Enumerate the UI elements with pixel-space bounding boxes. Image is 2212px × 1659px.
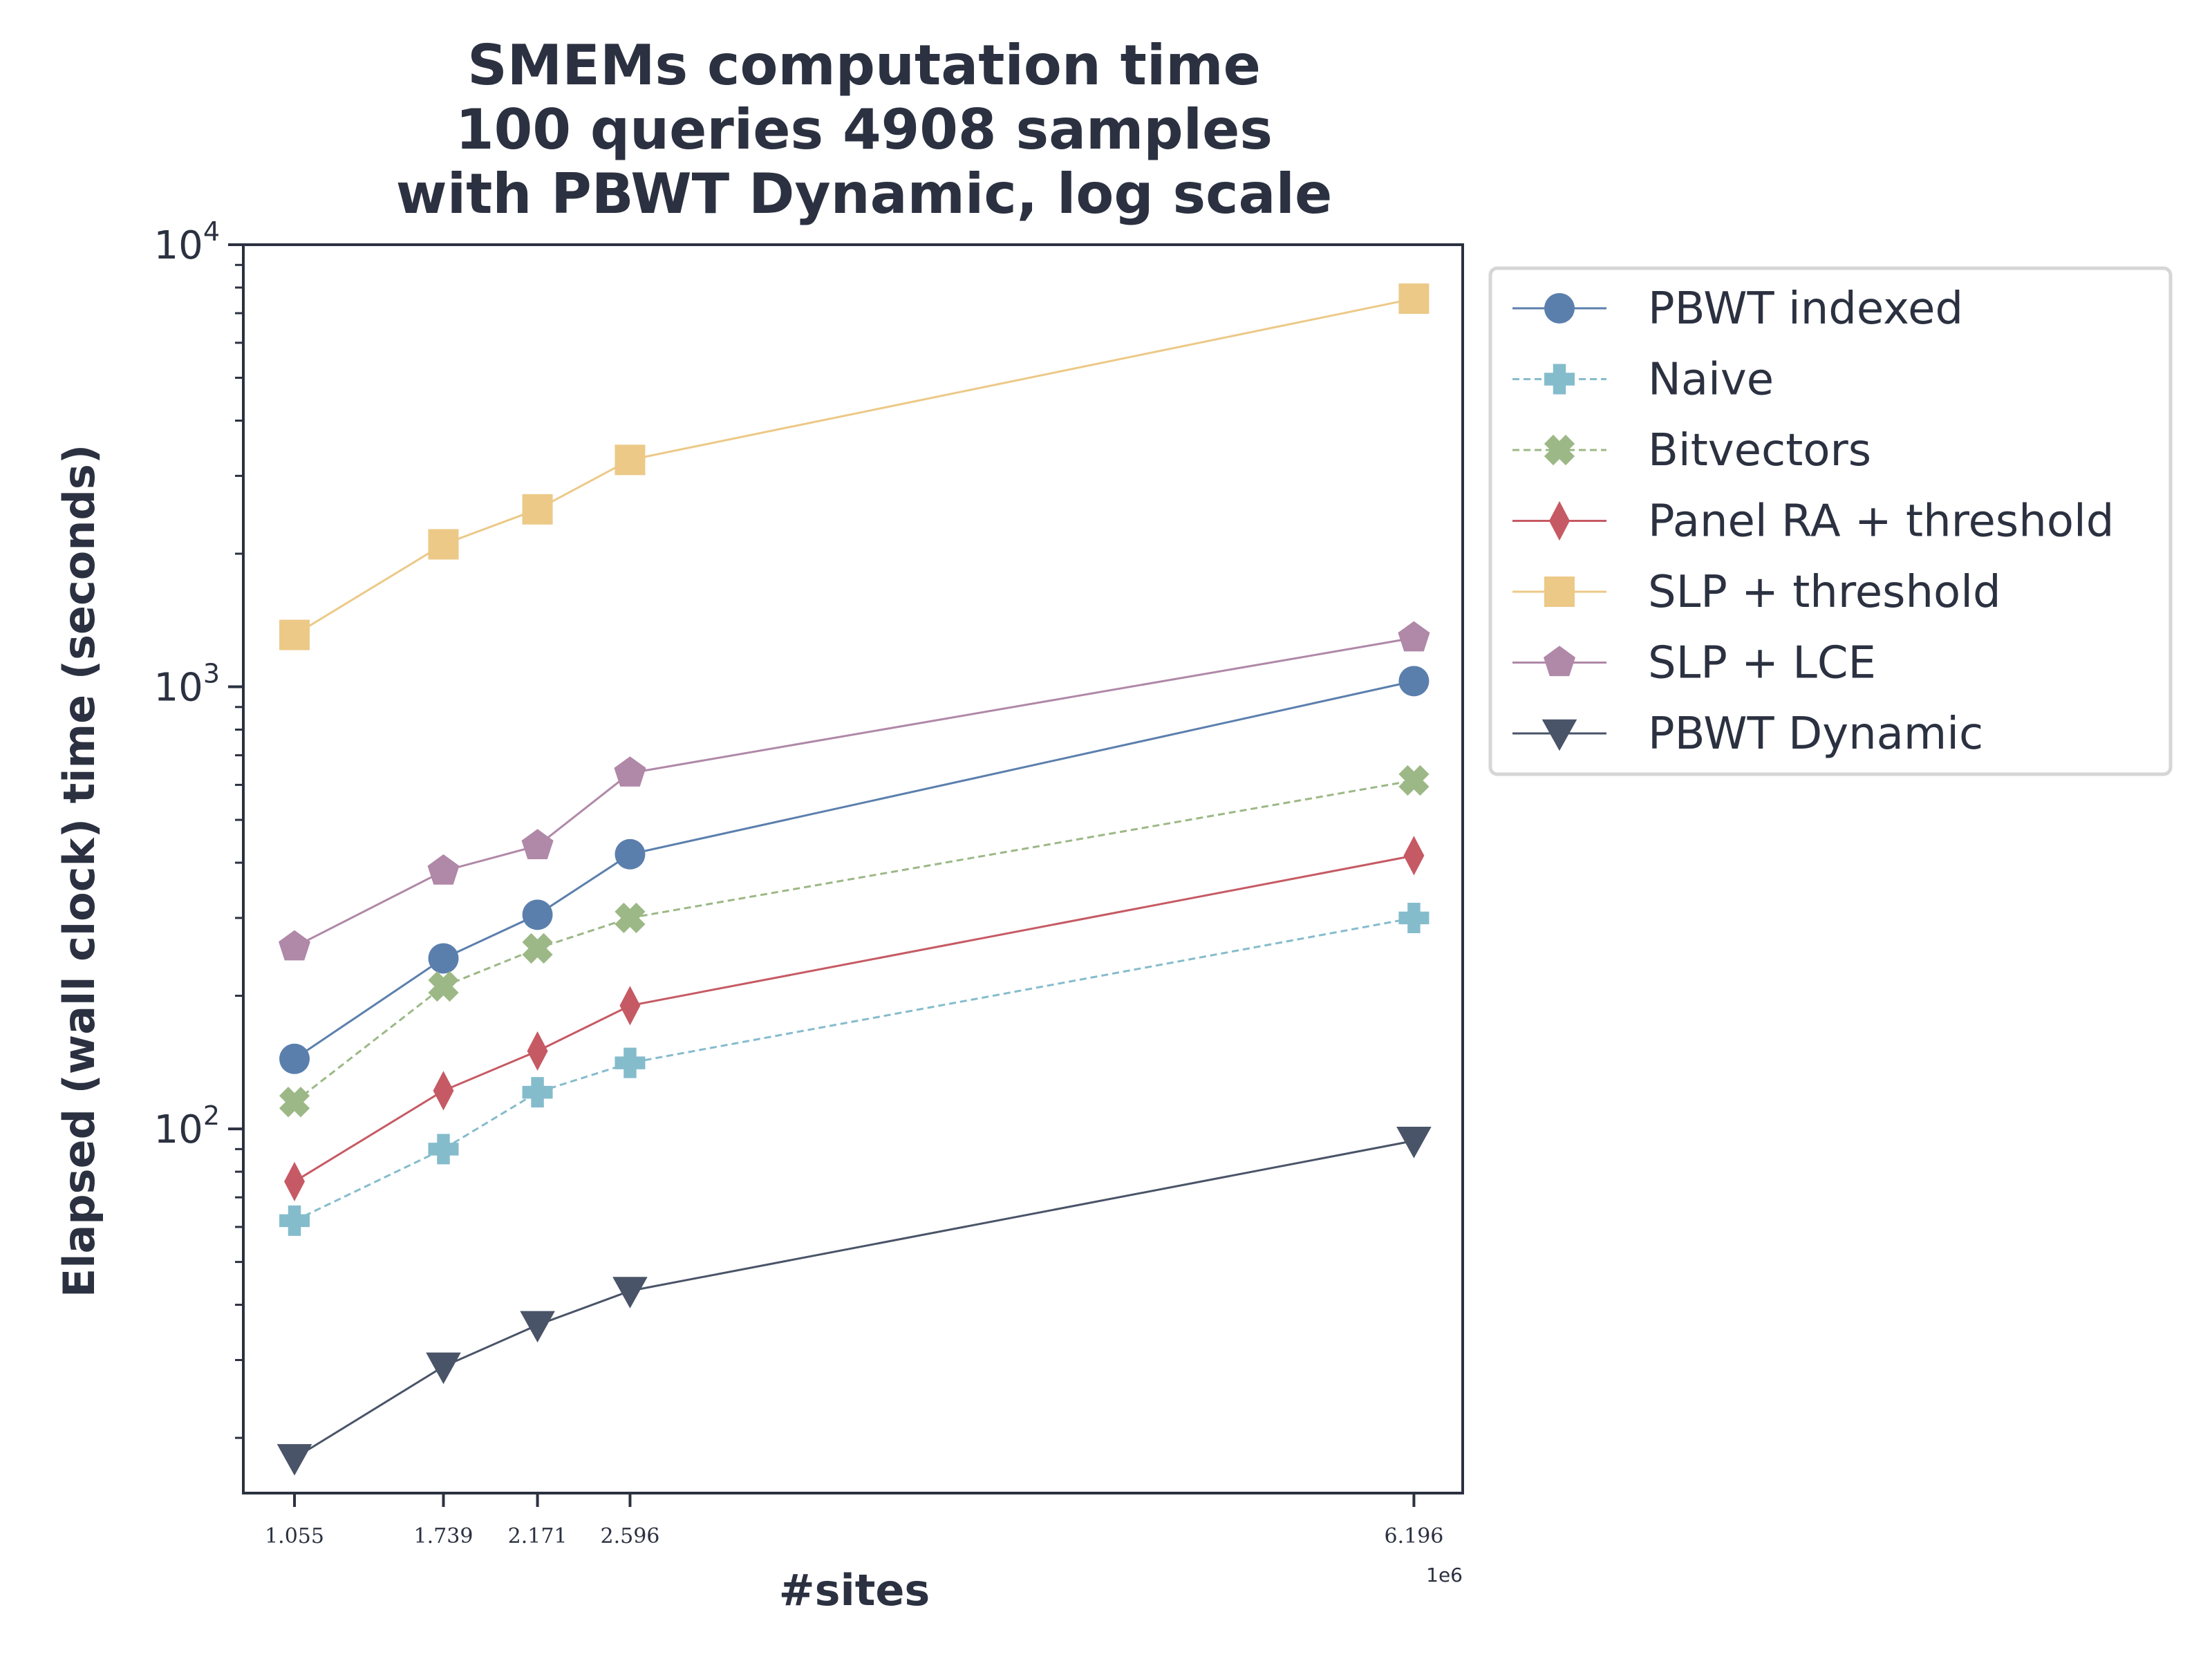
series-naive [279, 902, 1430, 1236]
series-line [294, 679, 1414, 1060]
data-point [279, 1087, 310, 1118]
data-point [433, 1071, 454, 1111]
legend-label: PBWT Dynamic [1648, 709, 1983, 760]
legend-marker [1541, 719, 1577, 751]
legend-item: SLP + threshold [1512, 567, 2001, 618]
chart-title: SMEMs computation time 100 queries 4908 … [396, 33, 1332, 226]
data-point [276, 1444, 312, 1476]
legend: PBWT indexed Naive Bitvectors Panel RA + th… [1488, 266, 2173, 776]
data-point [527, 1031, 548, 1071]
legend-frame [1488, 266, 2173, 776]
legend-label: SLP + threshold [1648, 567, 2001, 618]
x-axis-offset-label: 1e6 [1426, 1564, 1463, 1586]
chart-title-line-1: SMEMs computation time [467, 33, 1261, 97]
data-point [428, 529, 459, 560]
x-axis-label: #sites [779, 1565, 930, 1615]
data-point [522, 494, 553, 525]
data-point [279, 1205, 310, 1236]
legend-item: PBWT indexed [1512, 283, 1963, 335]
data-point [284, 1161, 305, 1201]
data-point [1398, 283, 1430, 315]
legend-item: SLP + LCE [1512, 638, 1876, 689]
data-point [615, 1047, 646, 1078]
legend-item: Bitvectors [1512, 425, 1871, 476]
data-point [1398, 666, 1430, 697]
y-tick-label: 102 [154, 1100, 220, 1152]
series-line [294, 854, 1414, 1183]
data-point [619, 986, 641, 1026]
data-point [522, 932, 553, 964]
data-point [521, 829, 554, 859]
series-pbwt-dynamic [276, 1127, 1432, 1476]
data-point [426, 1352, 461, 1385]
data-point [614, 756, 646, 787]
y-tick-label: 103 [154, 659, 220, 711]
data-point [615, 838, 646, 870]
legend-marker [1544, 577, 1575, 607]
legend-marker [1549, 500, 1570, 541]
data-point [612, 1277, 648, 1309]
legend-item: PBWT Dynamic [1512, 709, 1983, 760]
data-point [615, 444, 646, 476]
data-point [522, 899, 553, 930]
chart-title-line-2: 100 queries 4908 samples [456, 97, 1273, 162]
series-line [294, 779, 1414, 1103]
axes-frame [242, 243, 1464, 1494]
x-tick-label: 1.055 [265, 1524, 324, 1548]
y-tick-label: 104 [154, 216, 220, 268]
x-tick-label: 2.171 [508, 1524, 568, 1548]
y-axis-label: Elapsed (wall clock) time (seconds) [54, 444, 104, 1297]
series-bitvectors [279, 765, 1430, 1118]
chart-title-line-3: with PBWT Dynamic, log scale [396, 162, 1332, 226]
data-point [428, 971, 459, 1002]
legend-marker [1544, 293, 1575, 324]
data-point [1398, 765, 1430, 796]
data-point [1403, 836, 1425, 876]
data-point [522, 1077, 553, 1108]
plot-area [276, 283, 1432, 1476]
axes: 102 103 104 1.055 1.739 2.171 2.596 6.196 [154, 216, 1464, 1548]
legend-item: Panel RA + threshold [1512, 496, 2114, 547]
data-point [279, 930, 310, 961]
data-point [428, 1134, 459, 1165]
legend-label: SLP + LCE [1648, 638, 1876, 689]
data-point [1396, 1127, 1432, 1159]
data-point [520, 1311, 555, 1343]
series-line [294, 297, 1414, 636]
legend-label: Panel RA + threshold [1648, 496, 2114, 547]
legend-marker [1544, 364, 1575, 395]
series-pbwt-indexed [279, 666, 1430, 1074]
data-point [615, 902, 646, 934]
legend-label: PBWT indexed [1648, 283, 1963, 335]
series-line [294, 1139, 1414, 1459]
data-point [428, 943, 459, 974]
data-point [427, 854, 460, 885]
legend-item: Naive [1512, 355, 1774, 406]
x-tick-label: 2.596 [600, 1524, 659, 1548]
x-tick-label: 6.196 [1384, 1524, 1443, 1548]
legend-label: Bitvectors [1648, 425, 1871, 476]
series-slp-lce [279, 621, 1430, 961]
data-point [279, 1043, 310, 1074]
data-point [1398, 902, 1430, 933]
x-tick-label: 1.739 [414, 1524, 474, 1548]
series-line [294, 637, 1414, 948]
data-point [279, 619, 310, 650]
data-point [1398, 621, 1430, 652]
series-slp-threshold [279, 283, 1430, 650]
legend-marker [1544, 646, 1575, 677]
series-panel-ra-threshold [284, 836, 1425, 1201]
legend-marker [1544, 434, 1575, 466]
legend-label: Naive [1648, 355, 1774, 406]
